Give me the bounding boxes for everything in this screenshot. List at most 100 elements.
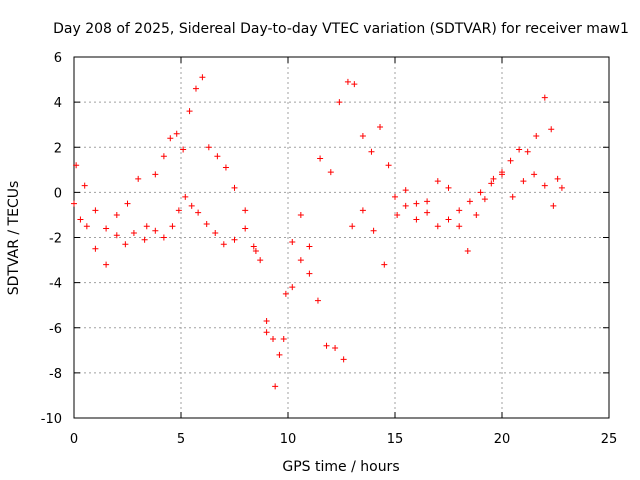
data-point [188,202,195,209]
data-point [173,130,180,137]
data-point [550,202,557,209]
data-point [464,248,471,255]
data-point [124,200,131,207]
data-point [349,223,356,230]
data-point [554,175,561,182]
data-point [103,261,110,268]
y-tick-label: 4 [54,96,62,111]
data-point [289,239,296,246]
x-tick-labels: 0 5 10 15 20 25 [70,432,617,447]
data-point [499,171,505,178]
data-point [199,74,206,81]
data-point [377,123,384,130]
data-point [392,193,398,200]
data-point [424,198,431,205]
data-point [122,241,129,248]
data-point [182,193,189,200]
data-point [385,162,392,169]
data-point [141,236,148,243]
data-point [180,146,187,153]
data-point [541,182,548,189]
data-points [71,74,565,390]
data-point [516,146,523,153]
data-point [113,232,120,239]
data-point [351,81,358,88]
y-tick-label: 2 [54,141,62,156]
data-point [272,383,279,390]
data-point [231,184,238,191]
data-point [160,153,167,160]
data-point [231,236,238,243]
data-point [280,336,287,343]
y-tick-label: -4 [49,277,62,292]
data-point [289,284,296,291]
data-point [306,243,313,250]
data-point [394,211,401,218]
y-tick-label: -2 [49,232,62,247]
data-point [270,336,277,343]
data-point [242,225,249,232]
data-point [481,196,488,203]
data-point [359,207,366,214]
chart-title: Day 208 of 2025, Sidereal Day-to-day VTE… [53,21,629,37]
data-point [402,202,409,209]
data-point [257,257,264,264]
data-point [368,148,375,155]
data-point [456,207,463,214]
data-point [130,229,137,236]
data-point [314,297,321,304]
data-point [336,99,343,106]
data-point [359,132,366,139]
data-point [92,207,99,214]
data-point [533,132,540,139]
data-point [203,220,210,227]
data-point [297,211,304,218]
data-point [71,200,77,207]
data-point [113,211,120,218]
data-point [282,290,289,297]
data-point [276,351,283,358]
data-point [222,164,229,171]
data-point [473,211,480,218]
x-tick-label: 5 [177,432,185,447]
data-point [152,227,159,234]
grid-lines [74,57,609,418]
data-point [520,178,527,185]
data-point [477,189,484,196]
data-point [103,225,110,232]
y-tick-label: -6 [49,322,62,337]
data-point [434,178,441,185]
y-tick-label: 0 [54,186,62,201]
data-point [548,126,555,133]
data-point [509,193,516,200]
data-point [413,200,420,207]
data-point [344,78,351,85]
data-point [558,184,565,191]
data-point [220,241,227,248]
data-point [445,216,452,223]
data-point [242,207,249,214]
data-point [306,270,313,277]
data-point [92,245,99,252]
data-point [424,209,431,216]
data-point [212,229,219,236]
axis-ticks [73,56,610,419]
data-point [507,157,514,164]
data-point [445,184,452,191]
x-tick-label: 10 [280,432,297,447]
data-point [323,342,330,349]
x-tick-label: 25 [601,432,618,447]
data-point [402,187,409,194]
data-point [434,223,441,230]
data-point [152,171,159,178]
data-point [263,317,270,324]
data-point [488,180,495,187]
data-point [531,171,538,178]
data-point [250,243,257,250]
data-point [381,261,388,268]
data-point [490,175,497,182]
data-point [143,223,150,230]
data-point [340,356,347,363]
x-tick-label: 0 [70,432,78,447]
